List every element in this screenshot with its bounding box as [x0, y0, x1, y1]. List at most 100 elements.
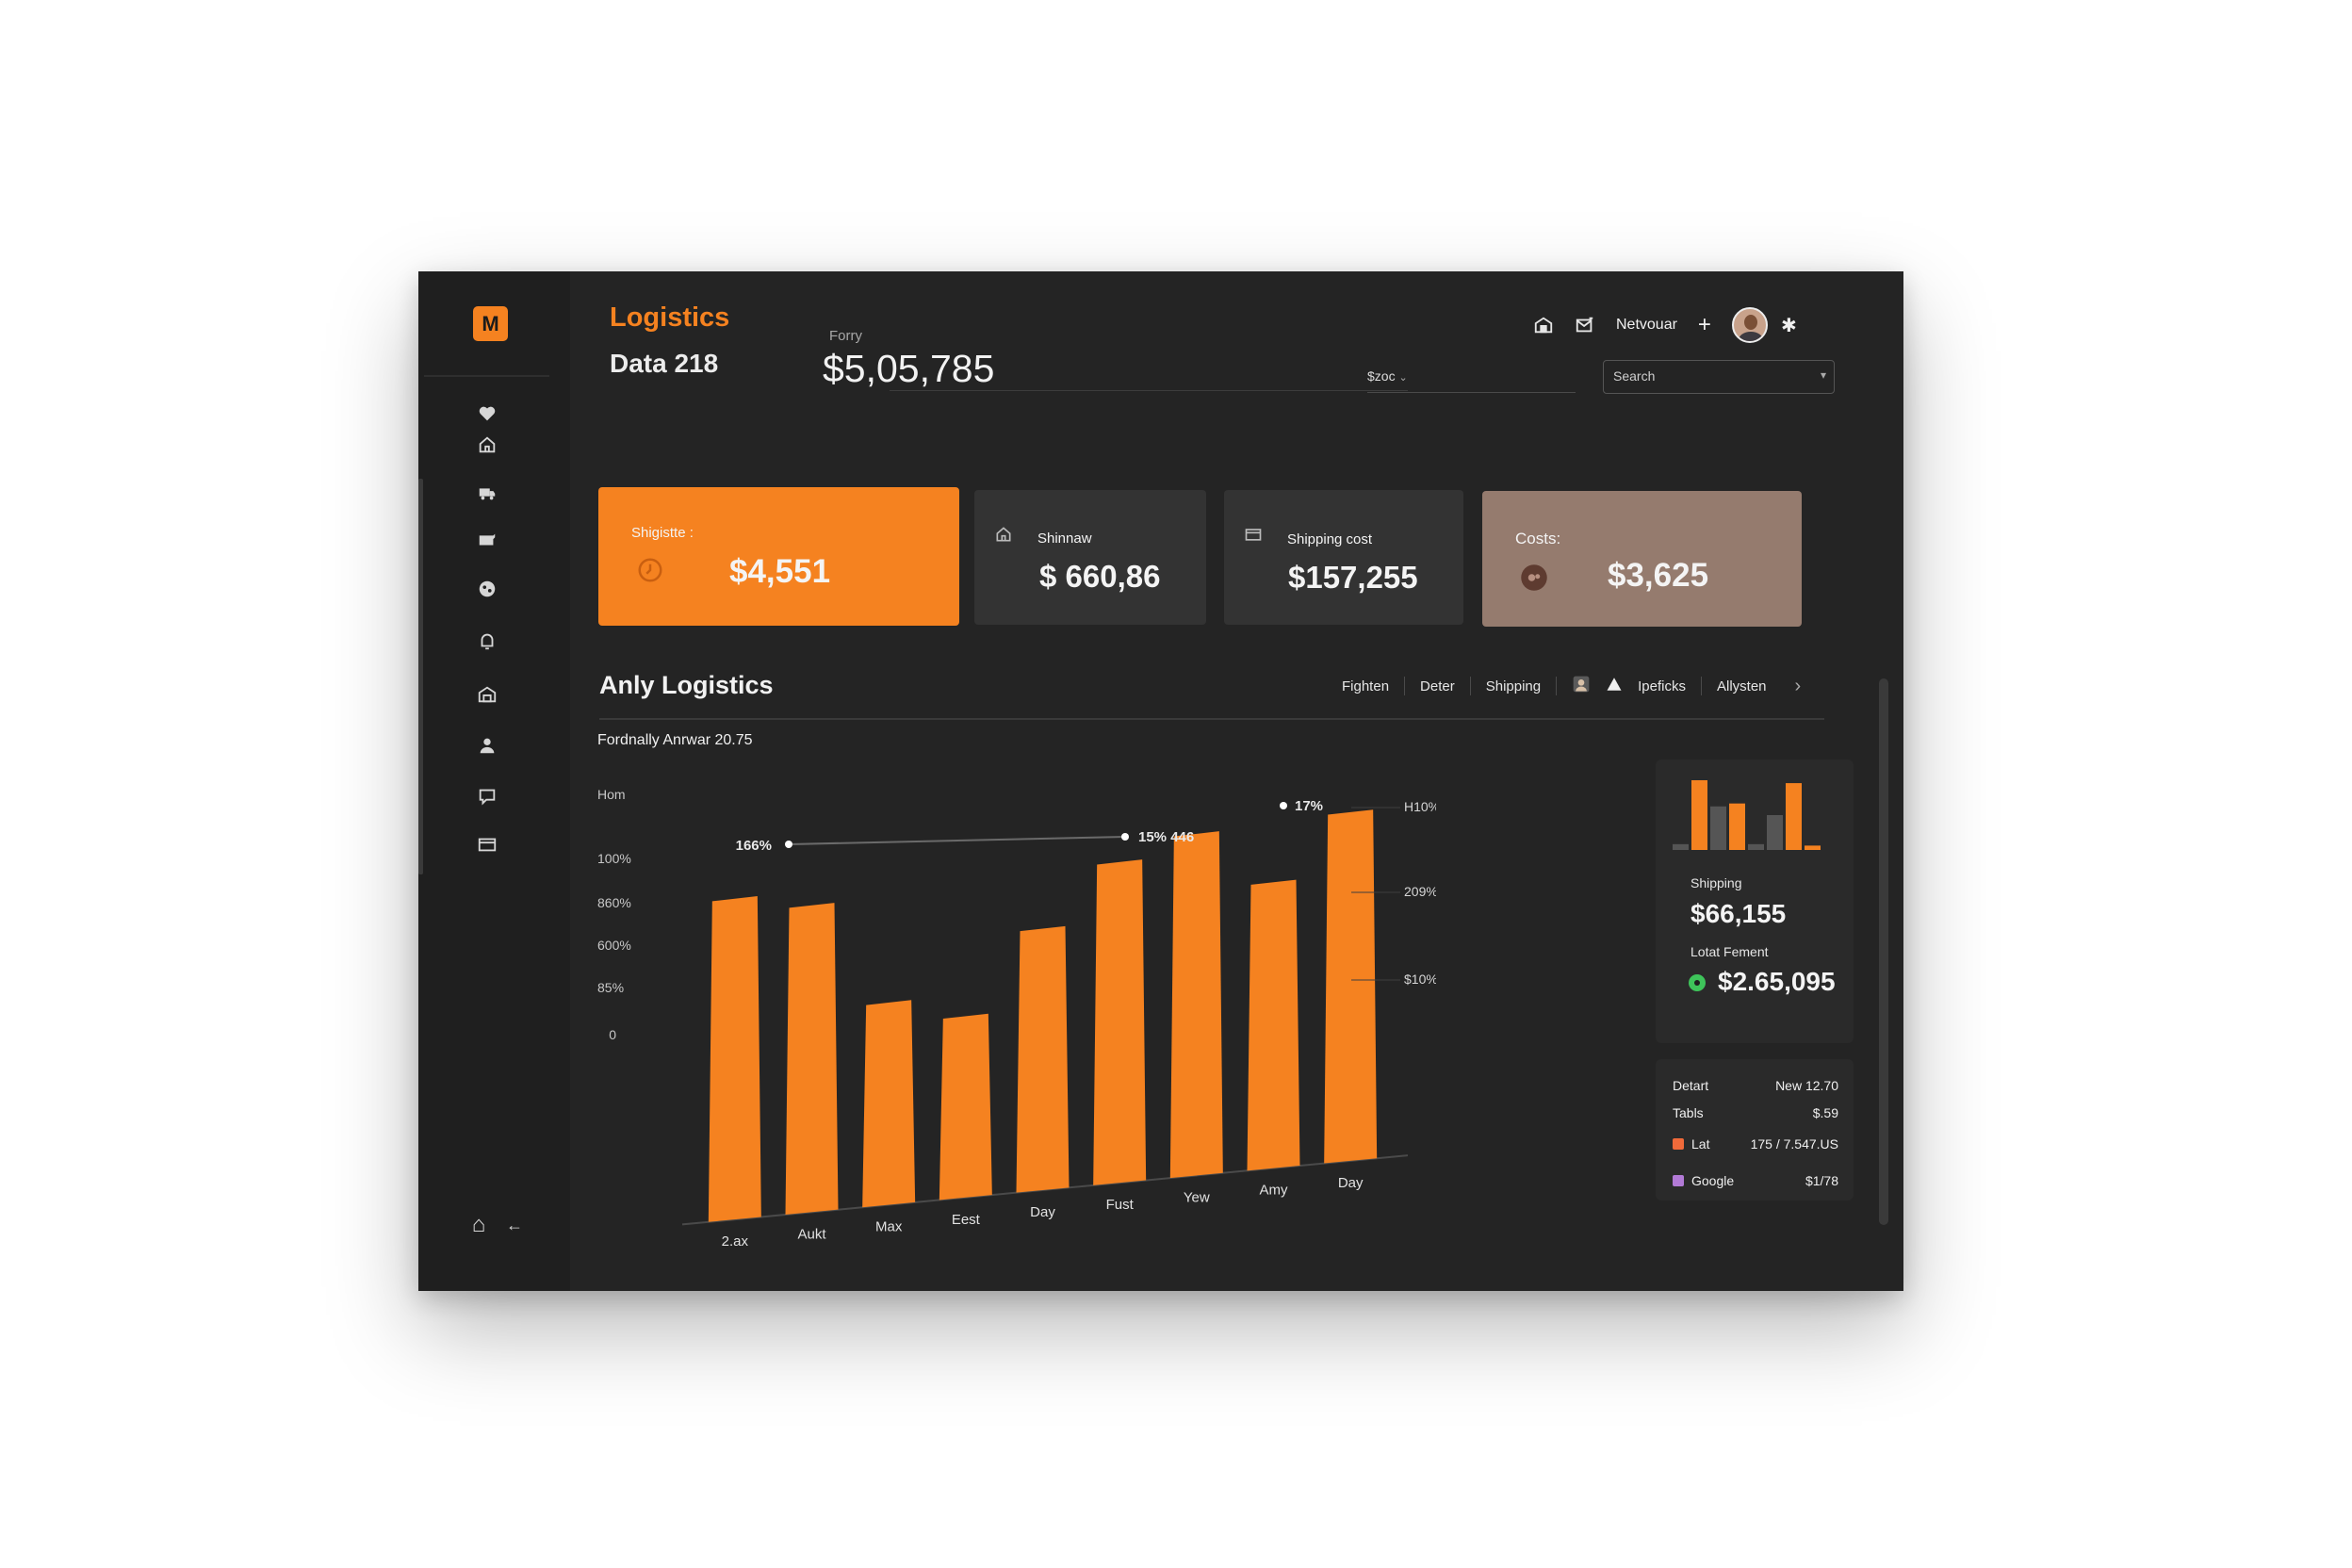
coins-icon — [1520, 564, 1548, 592]
top-toolbar: Netvouar + ✱ — [1533, 305, 1797, 345]
tab-ipeficks[interactable]: Ipeficks — [1638, 678, 1686, 694]
network-label[interactable]: Netvouar — [1616, 317, 1677, 333]
kpi-card-shipping-cost[interactable]: Shipping cost $157,255 — [1224, 490, 1463, 625]
nav-card-icon[interactable] — [473, 830, 501, 858]
x-tick-label: Day — [1030, 1204, 1055, 1220]
section-subtitle: Fordnally Anrwar 20.75 — [597, 732, 753, 748]
x-tick-label: Eest — [952, 1212, 981, 1228]
currency-filter[interactable]: $zoc ⌄ — [1367, 365, 1576, 393]
currency-filter-value: $zoc — [1367, 368, 1396, 384]
app-logo[interactable]: M — [473, 306, 508, 341]
search-input[interactable]: Search ▾ — [1603, 360, 1835, 394]
card-value: $3,625 — [1608, 557, 1709, 594]
person-icon[interactable] — [1572, 675, 1591, 697]
kpi-card-shipments[interactable]: Shigistte : $4,551 — [598, 487, 959, 626]
payment-label: Lotat Fement — [1690, 944, 1769, 959]
avatar[interactable] — [1731, 307, 1768, 343]
nav-heart-icon[interactable] — [473, 400, 501, 428]
chart-bar — [939, 1013, 992, 1200]
card-label: Shipping cost — [1287, 531, 1373, 547]
chevron-right-icon[interactable]: › — [1794, 675, 1802, 696]
chevron-down-icon: ⌄ — [1398, 372, 1408, 384]
add-button[interactable]: + — [1697, 312, 1711, 337]
annotation-marker — [785, 841, 792, 848]
nav-box-icon[interactable] — [473, 526, 501, 554]
y2-tick-label: H10% — [1404, 799, 1436, 814]
tab-shipping[interactable]: Shipping — [1485, 678, 1542, 694]
content-scrollbar[interactable] — [1879, 678, 1888, 1225]
mini-bar — [1691, 780, 1707, 850]
collapse-arrow-icon[interactable]: ← — [506, 1215, 523, 1234]
search-placeholder: Search — [1613, 368, 1656, 384]
shipping-value: $66,155 — [1690, 899, 1787, 928]
nav-chat-icon[interactable] — [473, 782, 501, 810]
detail-label: Tabls — [1673, 1105, 1704, 1120]
shipping-label: Shipping — [1690, 875, 1742, 890]
y-tick-label: 860% — [597, 895, 631, 910]
detail-label: Google — [1691, 1173, 1735, 1188]
mail-icon[interactable] — [1575, 315, 1595, 335]
status-check-icon — [1689, 974, 1706, 991]
mini-bar — [1805, 845, 1821, 850]
chart-bar — [1247, 879, 1300, 1171]
x-tick-label: Amy — [1260, 1183, 1289, 1199]
header-kpi-underline — [890, 390, 1408, 391]
mini-bar — [1786, 783, 1802, 850]
mini-bar — [1673, 843, 1689, 850]
mini-bar — [1710, 806, 1726, 850]
section-title: Anly Logistics — [599, 671, 774, 699]
warehouse-icon[interactable] — [1533, 315, 1554, 335]
y-tick-label: 100% — [597, 851, 631, 866]
x-tick-label: Aukt — [797, 1226, 826, 1242]
chart-bar — [1324, 809, 1378, 1164]
footer-home-icon[interactable]: ⌂ — [471, 1212, 486, 1237]
warning-icon[interactable] — [1606, 676, 1623, 696]
nav-warehouse-icon[interactable] — [473, 680, 501, 709]
nav-globe-icon[interactable] — [473, 575, 501, 603]
settings-star-icon[interactable]: ✱ — [1780, 315, 1797, 336]
section-tabs: Fighten Deter Shipping Ipeficks Allysten… — [1342, 675, 1801, 697]
kpi-card-shinnaw[interactable]: Shinnaw $ 660,86 — [974, 490, 1206, 625]
legend-swatch-purple — [1673, 1175, 1684, 1186]
sidebar: M ⌂ ← — [418, 271, 570, 1291]
y-tick-label: 0 — [609, 1027, 616, 1042]
annotation-label: 166% — [736, 838, 772, 854]
card-value: $157,255 — [1288, 560, 1418, 595]
payment-value: $2.65,095 — [1718, 967, 1836, 996]
card-label: Costs: — [1515, 530, 1561, 547]
nav-bell-icon[interactable] — [473, 627, 501, 655]
search-dropdown-icon: ▾ — [1820, 368, 1826, 382]
y2-tick-label: $10% — [1404, 972, 1436, 987]
card-label: Shinnaw — [1037, 531, 1092, 547]
trend-line — [788, 836, 1126, 845]
tab-divider — [1404, 677, 1406, 695]
detail-label: Lat — [1691, 1136, 1710, 1152]
y2-tick-label: 209% — [1404, 884, 1436, 899]
chart-bar — [862, 1000, 916, 1208]
x-tick-label: Max — [875, 1219, 903, 1235]
tab-deter[interactable]: Deter — [1420, 678, 1455, 694]
detail-row: Google $1/78 — [1673, 1173, 1838, 1188]
card-value: $ 660,86 — [1039, 559, 1161, 594]
sidebar-divider — [424, 375, 549, 377]
bar-chart: 2.ax Aukt Max Eest Day Fust Yew Amy Day Hom 100% 86… — [597, 787, 1436, 1250]
legend-swatch-orange — [1673, 1138, 1684, 1150]
tab-fighten[interactable]: Fighten — [1342, 678, 1390, 694]
detail-row: Detart New 12.70 — [1673, 1078, 1838, 1093]
detail-label: Detart — [1673, 1078, 1709, 1093]
card-value: $4,551 — [729, 553, 831, 590]
tab-allysten[interactable]: Allysten — [1716, 678, 1767, 694]
detail-value: $1/78 — [1805, 1173, 1838, 1188]
sidebar-scroll-edge[interactable] — [418, 479, 423, 874]
chart-bar — [1016, 925, 1070, 1193]
nav-home-icon[interactable] — [473, 431, 501, 459]
tab-divider — [1700, 677, 1702, 695]
annotation-marker — [1280, 802, 1287, 809]
nav-truck-icon[interactable] — [473, 479, 501, 507]
home-icon — [993, 524, 1014, 545]
nav-user-icon[interactable] — [473, 731, 501, 760]
y-tick-label: Hom — [597, 787, 626, 802]
section-divider — [599, 718, 1824, 720]
kpi-card-costs[interactable]: Costs: $3,625 — [1482, 491, 1802, 627]
app-subtitle: Data 218 — [610, 349, 719, 378]
